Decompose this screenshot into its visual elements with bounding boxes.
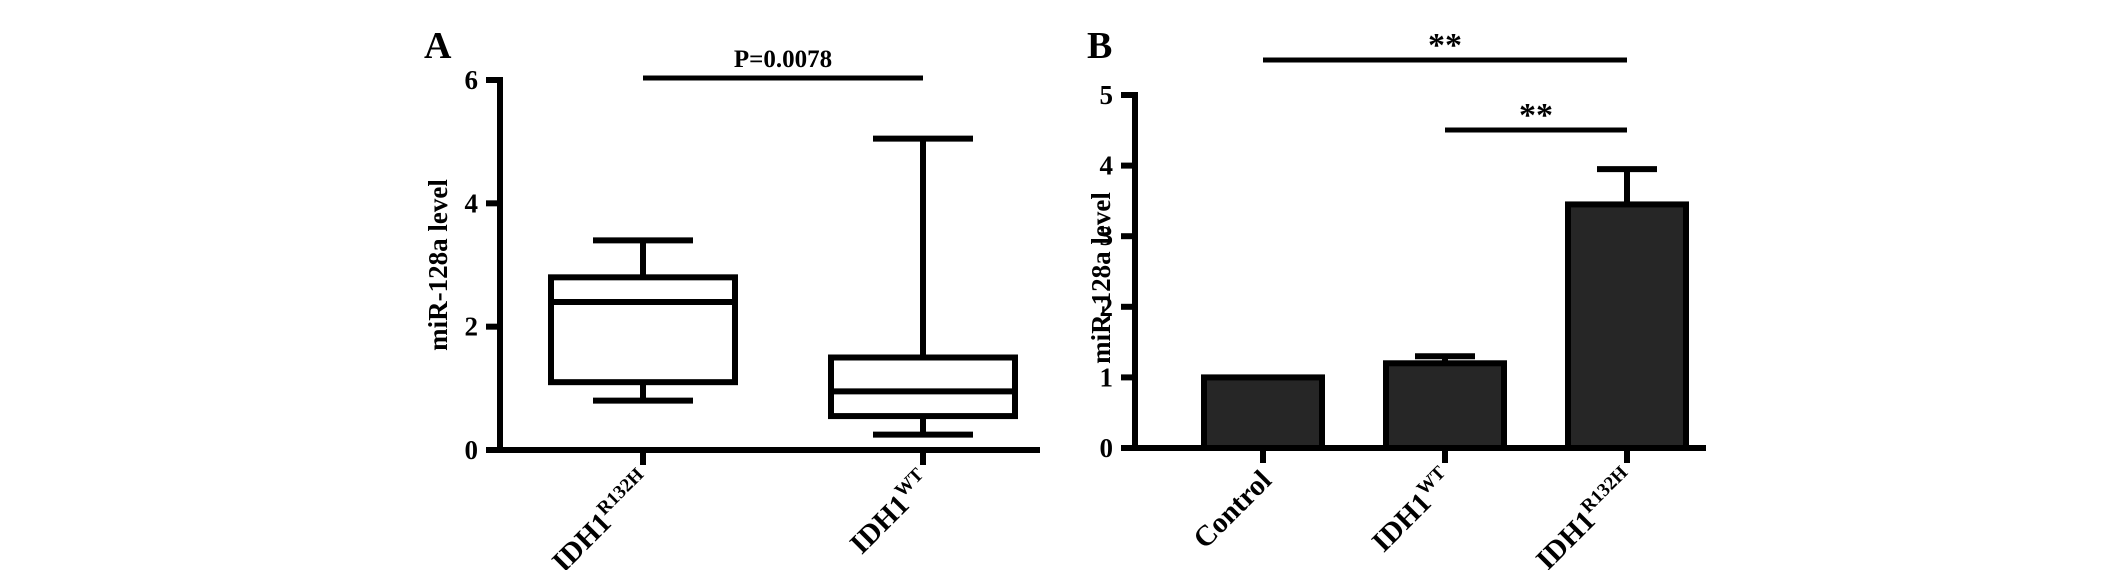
y-tick-label: 0 bbox=[465, 435, 479, 465]
x-tick-label: IDH1R132H bbox=[544, 464, 658, 570]
y-axis-label: miR-128a level bbox=[1086, 192, 1116, 364]
box bbox=[548, 274, 738, 386]
y-tick-label: 6 bbox=[465, 65, 479, 95]
y-tick-label: 1 bbox=[1100, 362, 1114, 392]
y-axis-label: miR-128a level bbox=[423, 179, 453, 351]
y-tick-label: 2 bbox=[1100, 292, 1114, 322]
bar bbox=[1201, 374, 1325, 451]
significance-label: ** bbox=[1519, 97, 1553, 134]
y-tick-label: 3 bbox=[1100, 221, 1114, 251]
bar bbox=[1565, 201, 1689, 451]
panel-label: A bbox=[424, 25, 452, 67]
x-tick-label-base: Control bbox=[1187, 464, 1278, 555]
box bbox=[828, 354, 1018, 420]
x-tick-label: IDH1WT bbox=[1364, 462, 1460, 558]
significance-label: ** bbox=[1428, 27, 1462, 64]
x-tick-label-superscript: R132H bbox=[593, 464, 648, 519]
bar bbox=[1383, 360, 1507, 451]
y-tick-label: 5 bbox=[1100, 80, 1114, 110]
y-tick-label: 4 bbox=[465, 188, 479, 218]
panel-label: B bbox=[1087, 25, 1112, 67]
x-tick-label: Control bbox=[1187, 464, 1278, 555]
x-tick-label: IDH1WT bbox=[842, 464, 938, 560]
y-tick-label: 2 bbox=[465, 312, 479, 342]
y-tick-label: 0 bbox=[1100, 433, 1114, 463]
y-tick-label: 4 bbox=[1100, 151, 1114, 181]
x-tick-label-superscript: R132H bbox=[1577, 462, 1632, 517]
x-tick-label: IDH1R132H bbox=[1528, 462, 1642, 570]
significance-label: P=0.0078 bbox=[734, 46, 832, 73]
